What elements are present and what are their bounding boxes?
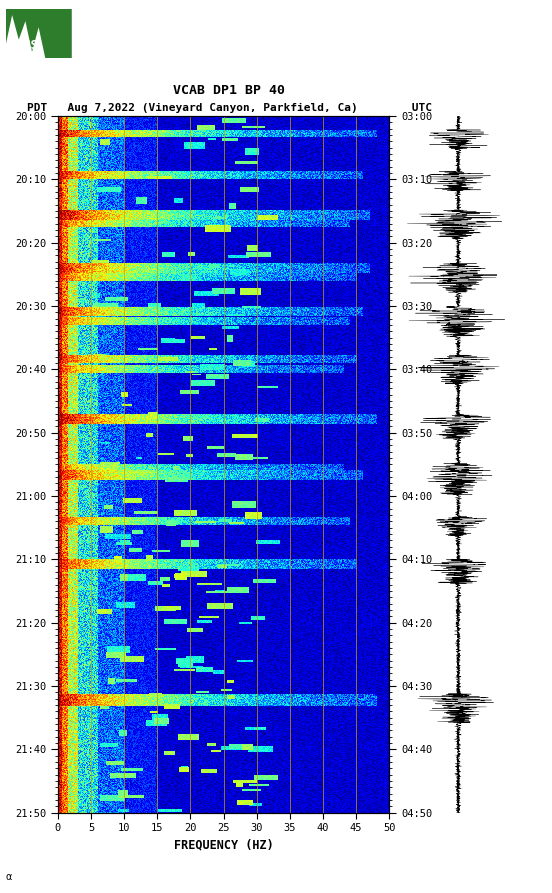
Text: USGS: USGS: [9, 39, 39, 52]
Polygon shape: [6, 9, 72, 58]
Text: VCAB DP1 BP 40: VCAB DP1 BP 40: [173, 84, 285, 96]
Text: PDT   Aug 7,2022 (Vineyard Canyon, Parkfield, Ca)        UTC: PDT Aug 7,2022 (Vineyard Canyon, Parkfie…: [26, 103, 432, 113]
Text: α: α: [6, 872, 12, 881]
X-axis label: FREQUENCY (HZ): FREQUENCY (HZ): [174, 839, 273, 852]
